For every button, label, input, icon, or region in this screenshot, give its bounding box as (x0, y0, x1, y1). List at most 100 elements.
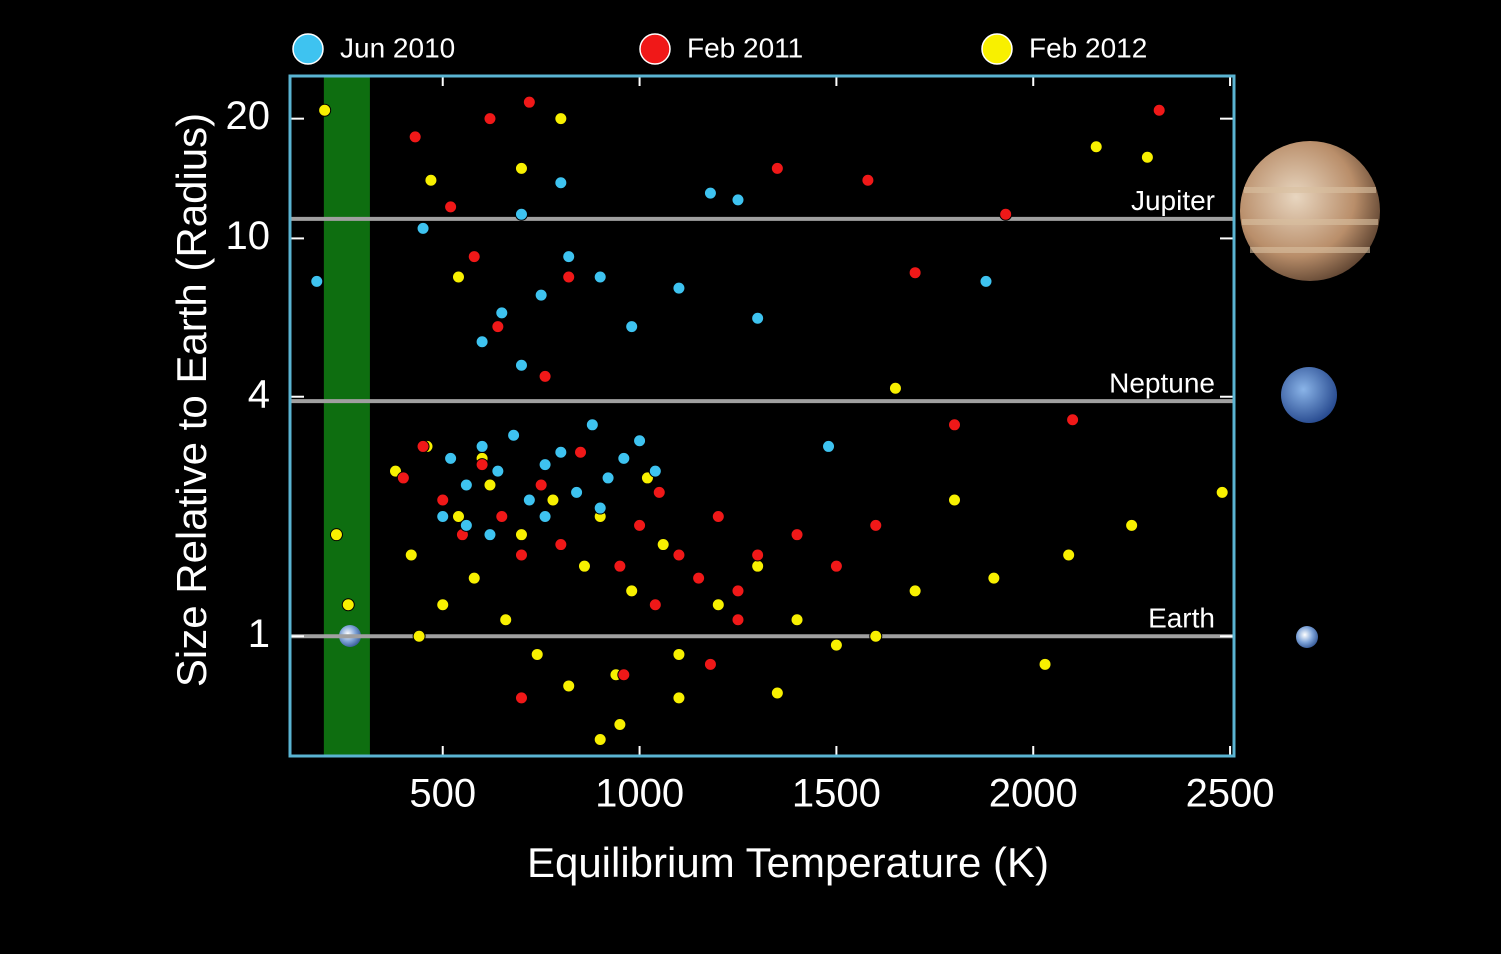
data-point (538, 509, 552, 523)
series (396, 95, 1166, 705)
data-point (522, 493, 536, 507)
data-point (888, 381, 902, 395)
data-point (1140, 150, 1154, 164)
data-point (585, 418, 599, 432)
data-point (534, 288, 548, 302)
data-point (451, 270, 465, 284)
data-point (570, 485, 584, 499)
x-tick-label: 2000 (989, 772, 1078, 816)
data-point (751, 559, 765, 573)
y-tick-label: 20 (226, 94, 271, 138)
data-point (318, 103, 332, 117)
legend-marker (981, 33, 1013, 65)
data-point (310, 274, 324, 288)
data-point (530, 647, 544, 661)
data-point (613, 717, 627, 731)
data-point (869, 518, 883, 532)
data-point (451, 509, 465, 523)
data-point (483, 528, 497, 542)
data-point (711, 509, 725, 523)
data-point (491, 320, 505, 334)
y-tick-label: 4 (248, 372, 270, 416)
habitable-zone (323, 76, 370, 756)
data-point (404, 548, 418, 562)
data-point (601, 471, 615, 485)
data-point (514, 691, 528, 705)
data-point (554, 176, 568, 190)
data-point (499, 613, 513, 627)
data-point (495, 306, 509, 320)
data-point (495, 509, 509, 523)
data-point (593, 733, 607, 747)
data-point (396, 471, 410, 485)
series (318, 103, 1229, 747)
data-point (731, 584, 745, 598)
data-point (459, 478, 473, 492)
data-point (751, 548, 765, 562)
data-point (436, 493, 450, 507)
data-point (633, 434, 647, 448)
earth-icon (1296, 626, 1318, 648)
data-point (672, 691, 686, 705)
data-point (790, 613, 804, 627)
data-point (546, 493, 560, 507)
data-point (948, 493, 962, 507)
data-point (613, 559, 627, 573)
data-point (554, 112, 568, 126)
data-point (822, 439, 836, 453)
legend-label: Feb 2011 (687, 32, 803, 63)
data-point (861, 173, 875, 187)
data-point (672, 281, 686, 295)
data-point (475, 335, 489, 349)
data-point (514, 161, 528, 175)
data-point (444, 451, 458, 465)
data-point (341, 598, 355, 612)
planet-icons (1240, 141, 1380, 648)
data-point (514, 548, 528, 562)
data-point (751, 311, 765, 325)
data-point (562, 270, 576, 284)
data-point (514, 207, 528, 221)
x-axis-label: Equilibrium Temperature (K) (527, 839, 1049, 886)
data-point (869, 629, 883, 643)
data-point (672, 647, 686, 661)
jupiter-icon (1240, 141, 1380, 281)
data-point (790, 528, 804, 542)
data-point (483, 478, 497, 492)
legend-marker (292, 33, 324, 65)
data-point (908, 584, 922, 598)
data-point (703, 657, 717, 671)
data-point (522, 95, 536, 109)
data-point (979, 274, 993, 288)
series (310, 176, 993, 542)
data-point (416, 439, 430, 453)
data-point (1062, 548, 1076, 562)
data-point (483, 112, 497, 126)
data-point (672, 548, 686, 562)
data-point (514, 358, 528, 372)
data-point (711, 598, 725, 612)
data-point (416, 221, 430, 235)
data-point (1152, 103, 1166, 117)
data-point (475, 439, 489, 453)
data-point (444, 200, 458, 214)
data-point (554, 445, 568, 459)
x-tick-label: 1500 (792, 772, 881, 816)
legend-marker (639, 33, 671, 65)
data-point (656, 538, 670, 552)
data-point (908, 266, 922, 280)
y-axis-label: Size Relative to Earth (Radius) (168, 113, 215, 687)
data-point (652, 485, 666, 499)
data-point (1125, 518, 1139, 532)
legend-label: Feb 2012 (1029, 32, 1147, 63)
data-point (1215, 485, 1229, 499)
data-point (574, 445, 588, 459)
data-point (329, 528, 343, 542)
data-point (424, 173, 438, 187)
data-point (467, 250, 481, 264)
x-tick-label: 500 (409, 772, 476, 816)
data-point (703, 186, 717, 200)
data-point (648, 464, 662, 478)
y-tick-label: 1 (248, 612, 270, 656)
